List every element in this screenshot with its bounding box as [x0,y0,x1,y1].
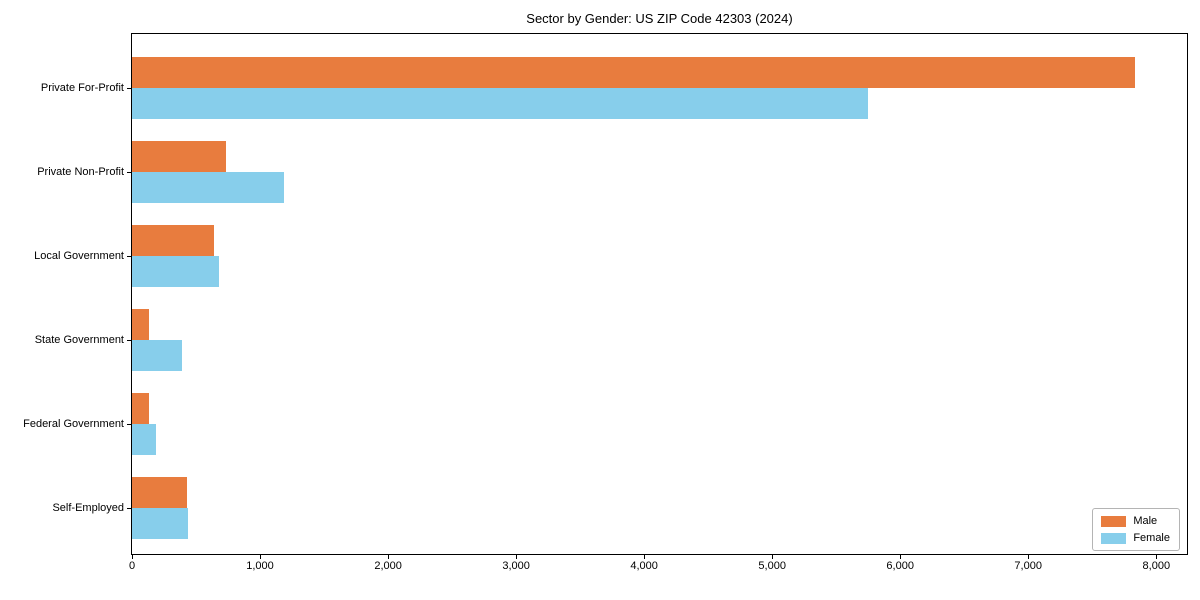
legend-swatch-female [1101,532,1127,544]
x-tick-mark [899,555,901,559]
y-tick-label-local-government: Local Government [34,250,124,262]
x-tick-mark [1027,555,1029,559]
y-tick-mark [127,88,131,89]
bar-male-self-employed [132,477,188,508]
bar-female-private-non-profit [132,172,285,203]
y-tick-label-state-government: State Government [34,334,124,346]
plot-area: Male Female [131,33,1188,555]
y-tick-mark [127,340,131,341]
bar-female-self-employed [132,508,189,539]
x-tick-label-6000: 6,000 [886,560,914,572]
x-tick-mark [1155,555,1157,559]
bar-male-private-for-profit [132,57,1135,88]
y-tick-mark [127,256,131,257]
bar-female-state-government [132,340,182,371]
bar-male-private-non-profit [132,141,226,172]
bar-female-federal-government [132,424,157,455]
y-tick-label-self-employed: Self-Employed [52,502,124,514]
legend-label-female: Female [1133,532,1170,544]
x-tick-label-7000: 7,000 [1014,560,1042,572]
legend-item-male: Male [1101,515,1170,527]
chart-title: Sector by Gender: US ZIP Code 42303 (202… [526,11,793,26]
bar-male-local-government [132,225,214,256]
legend-item-female: Female [1101,532,1170,544]
x-tick-mark [131,555,133,559]
bar-female-local-government [132,256,220,287]
x-tick-label-8000: 8,000 [1142,560,1171,572]
legend: Male Female [1092,508,1180,551]
y-tick-label-private-non-profit: Private Non-Profit [37,166,124,178]
y-tick-label-private-for-profit: Private For-Profit [40,82,124,94]
bar-male-state-government [132,309,150,340]
x-tick-label-1000: 1,000 [246,560,274,572]
x-tick-mark [771,555,773,559]
x-tick-mark [259,555,261,559]
legend-label-male: Male [1133,515,1158,527]
bar-female-private-for-profit [132,88,869,119]
x-tick-label-2000: 2,000 [374,560,402,572]
bar-male-federal-government [132,393,150,424]
x-tick-mark [643,555,645,559]
x-tick-mark [515,555,517,559]
y-tick-label-federal-government: Federal Government [23,418,124,430]
y-tick-mark [127,172,131,173]
x-tick-label-4000: 4,000 [630,560,658,572]
x-tick-mark [387,555,389,559]
x-tick-label-5000: 5,000 [758,560,786,572]
y-tick-mark [127,424,131,425]
x-tick-label-0: 0 [128,560,136,572]
x-tick-label-3000: 3,000 [502,560,530,572]
legend-swatch-male [1101,515,1127,527]
y-tick-mark [127,508,131,509]
